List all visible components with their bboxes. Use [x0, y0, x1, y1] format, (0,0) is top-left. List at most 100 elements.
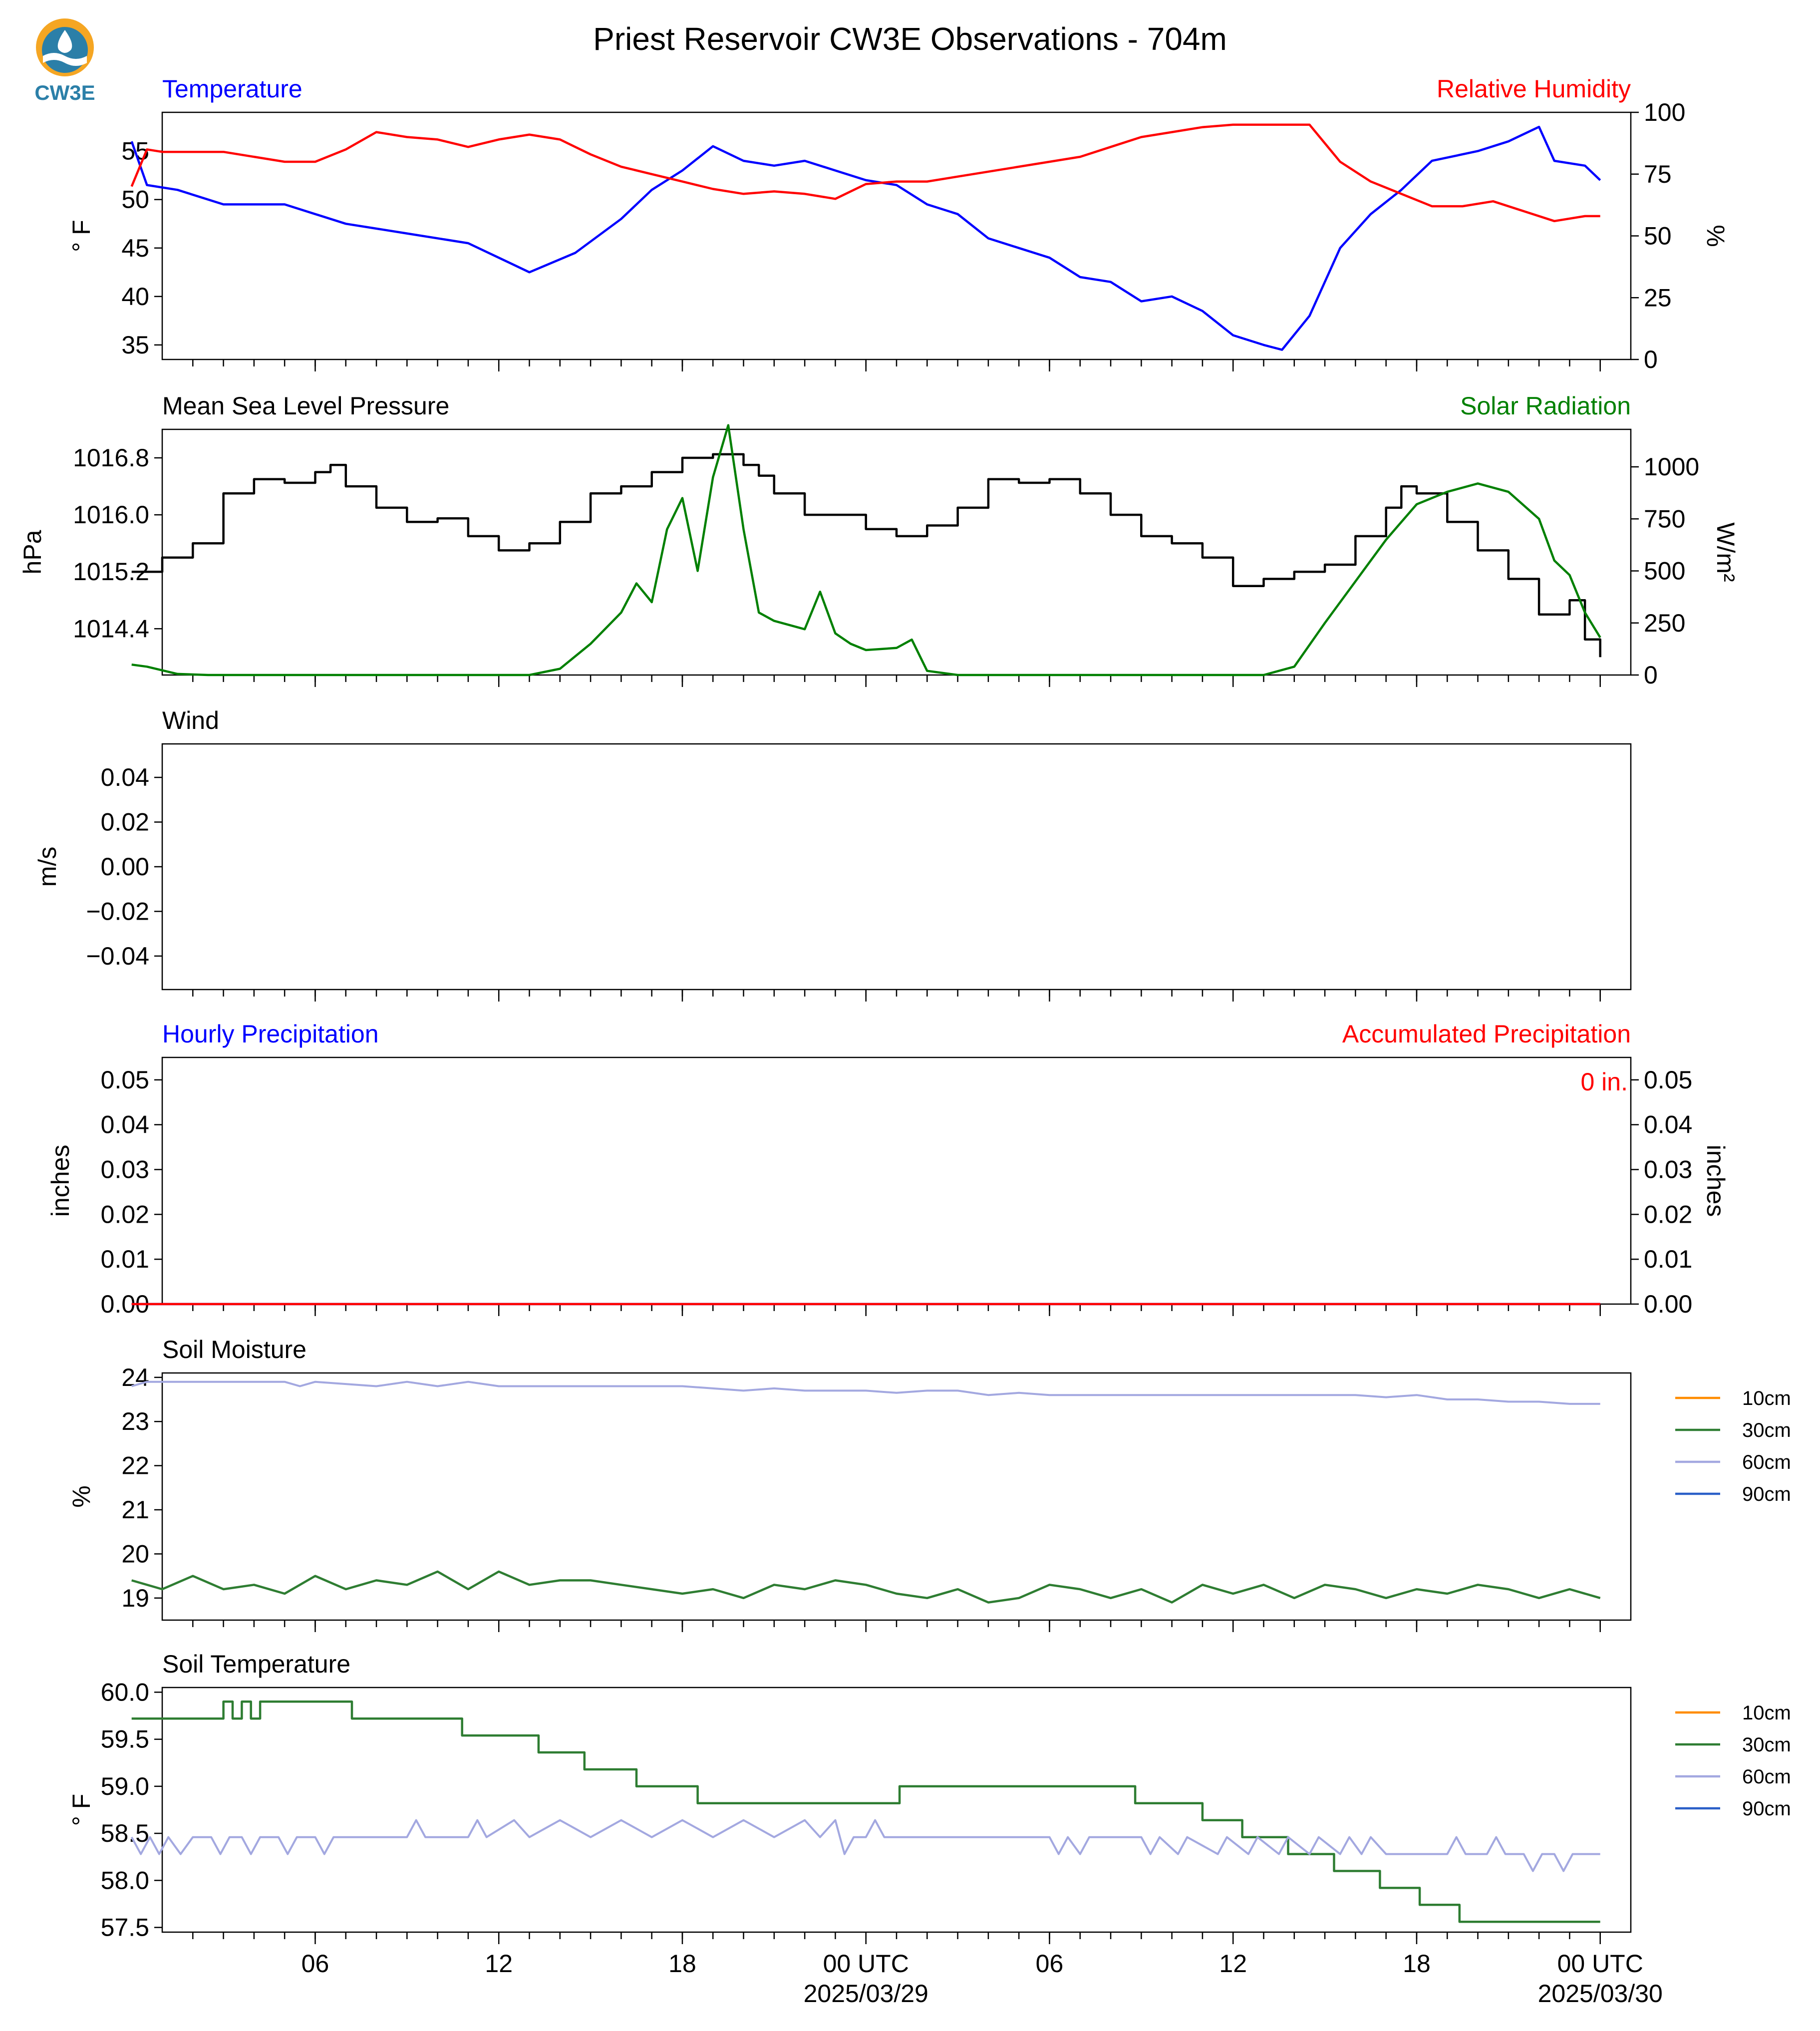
- y-tick-label: 0.04: [101, 1111, 149, 1139]
- y-tick-label: 57.5: [101, 1914, 149, 1942]
- chart-panels: Temperature Relative Humidity354045505502…: [18, 75, 1791, 2008]
- y2-tick-label: 0.00: [1644, 1290, 1692, 1318]
- y-tick-label: 35: [121, 331, 149, 359]
- y2-tick-label: 25: [1644, 284, 1672, 312]
- series-line-30cm: [131, 1570, 1601, 1604]
- y2-tick-label: 1000: [1644, 453, 1699, 481]
- y-axis-label: m/s: [33, 847, 61, 887]
- series-line-left-0: [131, 453, 1601, 658]
- logo-wave-icon: [43, 53, 87, 66]
- y2-tick-label: 100: [1644, 98, 1685, 126]
- x-tick-label: 12: [485, 1950, 513, 1978]
- y-tick-label: 20: [121, 1540, 149, 1568]
- y-tick-label: 45: [121, 234, 149, 262]
- y-axis-label: %: [67, 1485, 95, 1507]
- panel-title-left: Hourly Precipitation: [162, 1020, 379, 1048]
- legend-entry: 30cm: [1742, 1419, 1791, 1441]
- y-tick-label: 59.0: [101, 1772, 149, 1800]
- x-tick-label: 06: [1036, 1950, 1064, 1978]
- series-line-60cm: [131, 1380, 1600, 1405]
- x-date-label: 2025/03/30: [1538, 1980, 1663, 2008]
- y2-axis-label: W/m²: [1712, 522, 1740, 582]
- y-tick-label: 59.5: [101, 1725, 149, 1753]
- y2-tick-label: 750: [1644, 505, 1685, 533]
- series-line-right-1: [130, 123, 1600, 223]
- figure-title: Priest Reservoir CW3E Observations - 704…: [593, 21, 1227, 57]
- x-tick-label: 06: [302, 1950, 329, 1978]
- y2-tick-label: 0: [1644, 345, 1658, 373]
- y2-tick-label: 0: [1644, 661, 1658, 689]
- legend-entry: 10cm: [1742, 1702, 1791, 1724]
- panel-hourly-precipitation: Hourly Precipitation Accumulated Precipit…: [46, 1020, 1730, 1318]
- x-tick-label: 18: [668, 1950, 696, 1978]
- cw3e-logo: CW3E: [34, 18, 95, 104]
- y-tick-label: 58.5: [101, 1819, 149, 1847]
- legend-entry: 60cm: [1742, 1451, 1791, 1473]
- panel-soil-temperature: Soil Temperature 57.5 58.0 58.5 59.0 59.5 60.0…: [67, 1650, 1791, 2008]
- y2-axis-label: %: [1702, 225, 1730, 247]
- y-tick-label: 19: [121, 1584, 149, 1612]
- logo-text: CW3E: [34, 81, 95, 104]
- legend-entry: 30cm: [1742, 1734, 1791, 1756]
- accumulated-total-annotation: 0 in.: [1580, 1068, 1628, 1096]
- series-line-right-1: [131, 424, 1601, 677]
- legend-entry: 90cm: [1742, 1798, 1791, 1820]
- y-tick-label: 1014.4: [73, 615, 149, 643]
- plot-frame: [161, 111, 1632, 360]
- y-tick-label: 40: [121, 283, 149, 311]
- plot-frame: [161, 743, 1632, 991]
- panel-title-left: Mean Sea Level Pressure: [162, 392, 449, 420]
- legend-entry: 90cm: [1742, 1483, 1791, 1505]
- series-line-30cm: [131, 1700, 1600, 1923]
- y-tick-label: 0.00: [101, 853, 149, 881]
- plot-frame: [161, 1687, 1632, 1933]
- plot-frame: [161, 428, 1632, 676]
- y-tick-label: 21: [121, 1496, 149, 1524]
- panel-soil-moisture: Soil Moisture 19 20 21 22 23 24% 10cm 30cm 60cm 90…: [67, 1336, 1791, 1632]
- panel-title-left: Soil Moisture: [162, 1336, 306, 1363]
- y2-tick-label: 0.01: [1644, 1245, 1692, 1273]
- panel-title-left: Wind: [162, 706, 219, 734]
- y-tick-label: 50: [121, 186, 149, 214]
- y-axis-label: inches: [46, 1145, 74, 1217]
- y-tick-label: 0.02: [101, 808, 149, 836]
- y-tick-label: 0.02: [101, 1200, 149, 1228]
- legend-entry: 60cm: [1742, 1766, 1791, 1788]
- series-line-left-0: [130, 125, 1601, 351]
- plot-frame: [161, 1372, 1632, 1621]
- y2-tick-label: 250: [1644, 609, 1685, 637]
- y-tick-label: 60.0: [101, 1678, 149, 1706]
- y-tick-label: 1016.8: [73, 444, 149, 472]
- logo-drop-icon: [57, 30, 72, 53]
- panel-title-right: Accumulated Precipitation: [1342, 1020, 1631, 1048]
- y2-tick-label: 0.05: [1644, 1066, 1692, 1094]
- y-tick-label: 58.0: [101, 1866, 149, 1894]
- y-axis-label: ° F: [67, 220, 95, 252]
- panel-mean-sea-level-pressure: Mean Sea Level Pressure Solar Radiation 10…: [18, 392, 1740, 689]
- y2-tick-label: 0.03: [1644, 1156, 1692, 1184]
- y2-axis-label: inches: [1702, 1145, 1730, 1217]
- y2-tick-label: 500: [1644, 557, 1685, 585]
- y2-tick-label: 50: [1644, 222, 1672, 250]
- y-axis-label: ° F: [67, 1794, 95, 1826]
- panel-title-right: Solar Radiation: [1460, 392, 1631, 420]
- y-tick-label: 1016.0: [73, 501, 149, 529]
- x-tick-label: 00 UTC: [1557, 1950, 1643, 1978]
- panel-title-left: Temperature: [162, 75, 303, 103]
- series-line-60cm: [130, 1819, 1600, 1872]
- panel-wind: Wind −0.04 −0.02 0.00 0.02 0.04 m/s: [33, 706, 1632, 1002]
- y-tick-label: 0.04: [101, 763, 149, 791]
- y-tick-label: 22: [121, 1452, 149, 1480]
- panel-title-right: Relative Humidity: [1437, 75, 1631, 103]
- x-tick-label: 00 UTC: [823, 1950, 909, 1978]
- y-tick-label: 0.03: [101, 1156, 149, 1184]
- y-tick-label: −0.02: [86, 897, 149, 925]
- y-tick-label: −0.04: [86, 942, 149, 970]
- y-tick-label: 0.05: [101, 1066, 149, 1094]
- y-tick-label: 23: [121, 1407, 149, 1435]
- y-tick-label: 24: [121, 1363, 149, 1391]
- x-tick-label: 18: [1403, 1950, 1431, 1978]
- x-tick-label: 12: [1219, 1950, 1247, 1978]
- y2-tick-label: 0.04: [1644, 1111, 1692, 1139]
